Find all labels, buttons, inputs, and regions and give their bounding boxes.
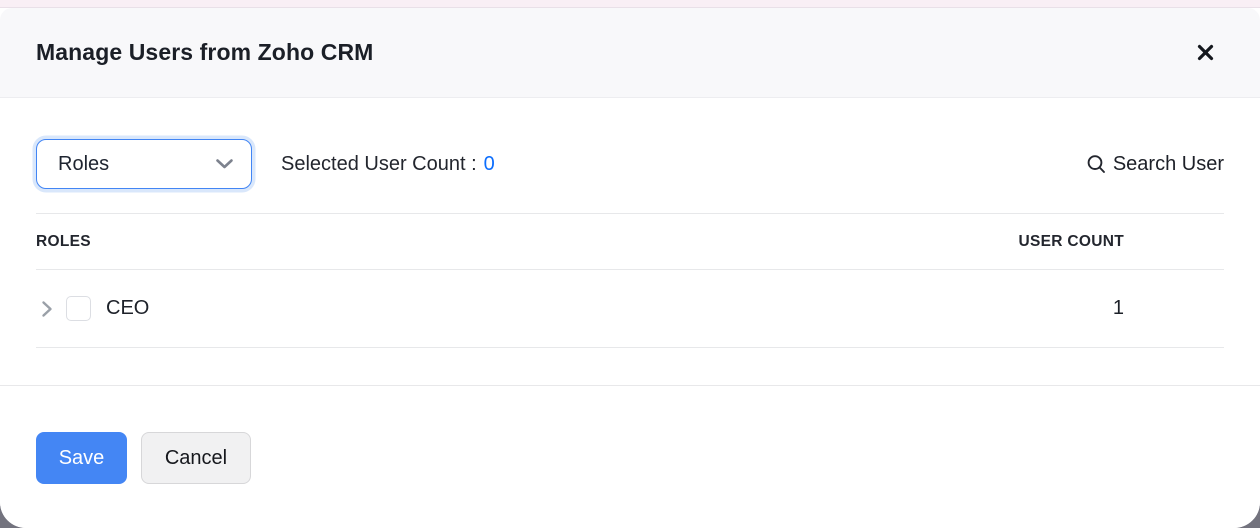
row-expand-button[interactable]: [38, 300, 56, 318]
filter-type-dropdown[interactable]: Roles: [36, 139, 252, 189]
roles-table: ROLES USER COUNT CEO 1: [36, 213, 1224, 348]
table-header-row: ROLES USER COUNT: [36, 213, 1224, 270]
selected-user-count: Selected User Count : 0: [281, 153, 495, 176]
column-header-roles: ROLES: [36, 232, 91, 250]
role-user-count: 1: [1112, 297, 1124, 319]
filter-type-value: Roles: [58, 152, 110, 175]
column-header-user-count: USER COUNT: [1018, 232, 1124, 250]
save-button[interactable]: Save: [36, 432, 127, 484]
search-icon: [1086, 154, 1107, 175]
modal-footer: Save Cancel: [0, 385, 1260, 528]
role-name: CEO: [106, 297, 150, 319]
close-button[interactable]: [1190, 38, 1220, 68]
table-row: CEO 1: [36, 270, 1224, 348]
modal-body: Roles Selected User Count :0 Search: [0, 98, 1260, 528]
chevron-down-icon: [215, 158, 234, 170]
manage-users-modal: Manage Users from Zoho CRM Roles: [0, 8, 1260, 528]
selected-user-count-label: Selected User Count :: [281, 152, 477, 175]
page-top-strip: [0, 0, 1260, 8]
row-checkbox[interactable]: [66, 296, 91, 321]
search-user-label: Search User: [1112, 152, 1224, 175]
search-user-button[interactable]: Search User: [1086, 153, 1224, 176]
modal-title: Manage Users from Zoho CRM: [36, 39, 374, 65]
modal-header: Manage Users from Zoho CRM: [0, 8, 1260, 98]
cancel-button[interactable]: Cancel: [141, 432, 251, 484]
chevron-right-icon: [41, 300, 53, 318]
close-icon: [1196, 43, 1215, 62]
controls-row: Roles Selected User Count :0 Search: [36, 136, 1224, 192]
selected-user-count-value: 0: [483, 152, 495, 175]
